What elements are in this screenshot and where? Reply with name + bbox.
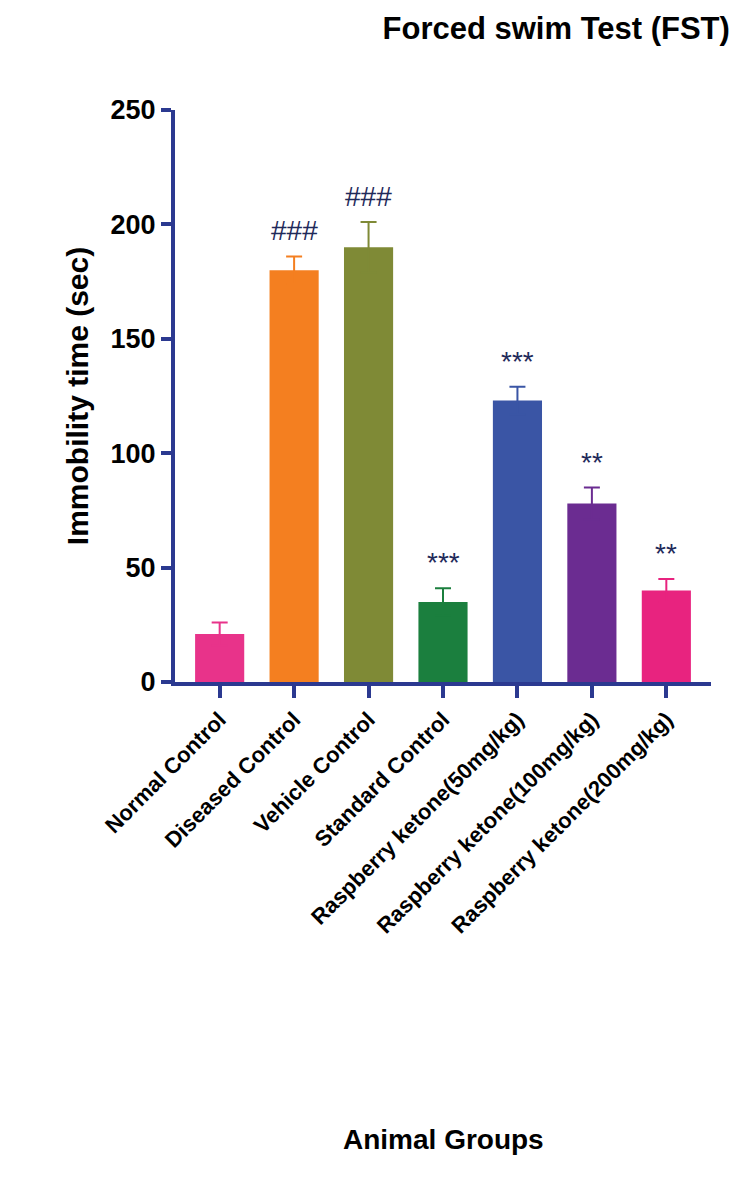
svg-text:Vehicle Control: Vehicle Control: [249, 707, 380, 838]
svg-text:50: 50: [126, 553, 156, 583]
svg-text:Forced swim Test (FST): Forced swim Test (FST): [383, 11, 730, 46]
svg-text:###: ###: [345, 181, 392, 212]
svg-text:Standard Control: Standard Control: [310, 707, 455, 852]
svg-text:***: ***: [501, 346, 534, 377]
svg-text:Raspberry ketone(200mg/kg): Raspberry ketone(200mg/kg): [446, 707, 677, 938]
svg-text:150: 150: [111, 324, 156, 354]
svg-text:200: 200: [111, 210, 156, 240]
svg-text:Diseased Control: Diseased Control: [160, 707, 306, 853]
svg-text:250: 250: [111, 95, 156, 125]
svg-text:***: ***: [427, 547, 460, 578]
svg-text:100: 100: [111, 439, 156, 469]
svg-text:0: 0: [141, 667, 156, 697]
svg-text:###: ###: [271, 215, 318, 246]
svg-text:Raspberry ketone(50mg/kg): Raspberry ketone(50mg/kg): [306, 707, 529, 930]
svg-text:Normal Control: Normal Control: [100, 707, 231, 838]
svg-text:Animal Groups: Animal Groups: [343, 1124, 544, 1155]
svg-text:**: **: [655, 538, 677, 569]
svg-text:**: **: [581, 447, 603, 478]
svg-text:Raspberry ketone(100mg/kg): Raspberry ketone(100mg/kg): [372, 707, 603, 938]
svg-text:Immobility time (sec): Immobility time (sec): [61, 247, 94, 545]
